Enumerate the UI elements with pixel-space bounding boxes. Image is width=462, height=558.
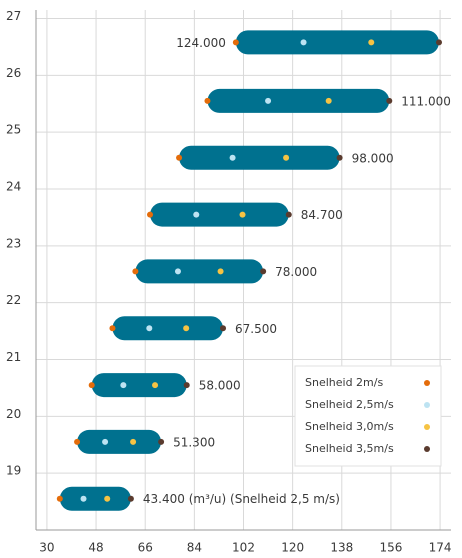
x-tick-label: 30	[39, 541, 54, 555]
speed-dot	[146, 325, 153, 332]
range-bar	[179, 145, 340, 170]
speed-dot	[232, 39, 239, 46]
speed-dot	[386, 97, 393, 104]
speed-dot	[183, 382, 190, 389]
legend-label: Snelheid 2m/s	[305, 376, 383, 389]
speed-dot	[88, 382, 95, 389]
speed-dot	[368, 39, 375, 46]
legend-dot	[424, 424, 430, 430]
speed-dot	[147, 211, 154, 218]
speed-dot	[260, 268, 267, 275]
speed-dot	[80, 495, 87, 502]
speed-dot	[283, 154, 290, 161]
y-tick-label: 24	[6, 180, 21, 194]
speed-dot	[239, 211, 246, 218]
value-label: 98.000	[352, 151, 394, 165]
speed-dot	[174, 268, 181, 275]
speed-dot	[300, 39, 307, 46]
value-label: 111.000	[401, 94, 451, 108]
speed-dot	[120, 382, 127, 389]
y-tick-label: 20	[6, 407, 21, 421]
speed-dot	[220, 325, 227, 332]
range-bar	[77, 429, 162, 454]
range-bar	[59, 486, 131, 511]
y-tick-label: 26	[6, 66, 21, 80]
x-tick-label: 84	[187, 541, 202, 555]
legend-box	[294, 365, 442, 467]
speed-dot	[104, 495, 111, 502]
speed-dot	[336, 154, 343, 161]
speed-dot	[109, 325, 116, 332]
range-bar	[91, 373, 187, 398]
y-tick-label: 21	[6, 350, 21, 364]
y-tick-label: 23	[6, 236, 21, 250]
speed-dot	[193, 211, 200, 218]
range-bar	[135, 259, 264, 284]
legend-dot	[424, 446, 430, 452]
speed-dot	[132, 268, 139, 275]
speed-dot	[265, 97, 272, 104]
x-tick-label: 174	[429, 541, 452, 555]
speed-dot	[204, 97, 211, 104]
value-label: 67.500	[235, 322, 277, 336]
value-label: 58.000	[199, 379, 241, 393]
value-label: 51.300	[173, 435, 215, 449]
speed-dot	[325, 97, 332, 104]
range-bar	[235, 30, 439, 55]
x-tick-label: 138	[330, 541, 353, 555]
x-tick-label: 66	[138, 541, 153, 555]
speed-dot	[56, 495, 63, 502]
legend-dot	[424, 402, 430, 408]
legend-dot	[424, 380, 430, 386]
value-label: 124.000	[176, 36, 226, 50]
x-tick-label: 102	[232, 541, 255, 555]
speed-dot	[127, 495, 134, 502]
speed-dot	[435, 39, 442, 46]
range-bar	[112, 316, 224, 341]
speed-dot	[183, 325, 190, 332]
y-tick-label: 19	[6, 464, 21, 478]
y-tick-label: 25	[6, 123, 21, 137]
speed-dot	[229, 154, 236, 161]
value-label: 84.700	[301, 208, 343, 222]
legend-label: Snelheid 3,0m/s	[305, 420, 394, 433]
value-label: 78.000	[275, 265, 317, 279]
value-label: 43.400 (m³/u) (Snelheid 2,5 m/s)	[143, 492, 340, 506]
speed-dot	[285, 211, 292, 218]
x-tick-label: 156	[379, 541, 402, 555]
speed-dot	[217, 268, 224, 275]
range-bar	[207, 88, 390, 113]
speed-dot	[74, 438, 81, 445]
speed-dot	[158, 438, 165, 445]
x-tick-label: 120	[281, 541, 304, 555]
speed-dot	[102, 438, 109, 445]
speed-dot	[176, 154, 183, 161]
y-tick-label: 27	[6, 9, 21, 23]
x-tick-label: 48	[88, 541, 103, 555]
speed-dot	[152, 382, 159, 389]
speed-dot	[130, 438, 137, 445]
y-tick-label: 22	[6, 293, 21, 307]
legend-label: Snelheid 3,5m/s	[305, 442, 394, 455]
range-bar	[150, 202, 289, 227]
legend-label: Snelheid 2,5m/s	[305, 398, 394, 411]
